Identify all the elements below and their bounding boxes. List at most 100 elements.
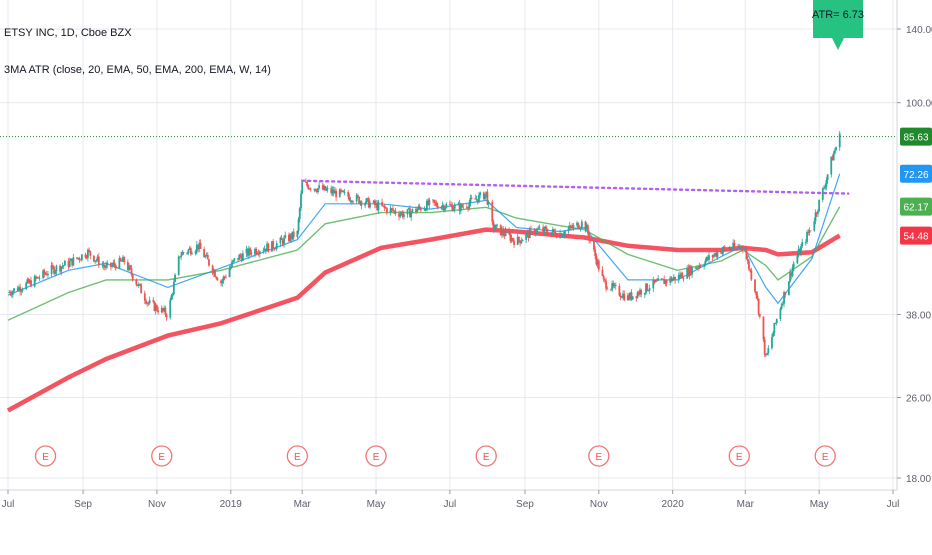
candle-body: [419, 207, 422, 211]
candle-body: [43, 270, 46, 275]
candle-body: [790, 272, 793, 276]
candle-body: [44, 273, 47, 275]
candle-body: [772, 332, 775, 337]
candle-body: [427, 200, 430, 206]
candle-body: [70, 258, 72, 262]
candle-body: [223, 276, 226, 278]
earnings-E-letter: E: [42, 452, 49, 463]
candle-body: [208, 259, 210, 266]
candle-body: [662, 278, 664, 280]
candle-body: [204, 256, 207, 258]
candle-body: [93, 255, 95, 262]
candle-body: [831, 156, 834, 161]
candle-body: [342, 190, 345, 193]
candle-body: [780, 304, 783, 309]
indicator-legend[interactable]: 3MA ATR (close, 20, EMA, 50, EMA, 200, E…: [4, 64, 271, 76]
candle-body: [112, 262, 115, 266]
candle-body: [750, 270, 753, 280]
candle-body: [755, 291, 758, 296]
candle-body: [37, 277, 40, 279]
candle-body: [274, 248, 277, 250]
candle-body: [491, 201, 494, 222]
candle-body: [188, 248, 191, 250]
candle-body: [292, 231, 295, 238]
candle-body: [434, 202, 437, 204]
candle-body: [321, 185, 324, 190]
candle-body: [163, 307, 166, 311]
candle-body: [704, 260, 707, 266]
candle-body: [128, 265, 130, 271]
candle-body: [435, 202, 438, 206]
candle-body: [453, 204, 456, 209]
candle-body: [457, 203, 460, 205]
candle-body: [137, 283, 140, 286]
candle-body: [669, 277, 672, 283]
candle-body: [157, 310, 160, 313]
candle-body: [203, 248, 206, 258]
candle-body: [762, 316, 765, 340]
candle-body: [389, 208, 392, 213]
candle-body: [343, 191, 346, 193]
candle-body: [180, 255, 183, 257]
candle-body: [233, 258, 236, 261]
candle-body: [72, 257, 75, 266]
candle-body: [376, 203, 379, 211]
candle-body: [275, 243, 278, 249]
candle-body: [9, 292, 12, 295]
candle-body: [240, 256, 243, 261]
candle-body: [588, 233, 591, 241]
symbol-title[interactable]: ETSY INC, 1D, Cboe BZX: [4, 27, 132, 39]
candle-body: [113, 262, 116, 266]
candle-body: [652, 279, 655, 289]
candle-body: [179, 256, 181, 258]
candle-body: [254, 248, 256, 255]
candle-body: [482, 192, 485, 200]
candle-body: [205, 254, 208, 257]
candle-body: [94, 260, 97, 262]
candle-body: [411, 208, 414, 213]
candle-body: [715, 253, 718, 257]
candle-body: [806, 232, 808, 242]
candle-body: [177, 256, 180, 275]
candle-body: [594, 249, 597, 257]
candle-body: [135, 279, 138, 285]
candle-body: [602, 275, 605, 280]
candle-body: [418, 206, 421, 208]
candle-body: [89, 251, 92, 256]
candle-body: [818, 199, 821, 211]
candle-body: [324, 185, 327, 191]
candle-body: [629, 292, 632, 300]
candle-body: [714, 253, 716, 256]
candle-body: [450, 204, 453, 206]
candle-body: [373, 200, 376, 206]
candle-body: [333, 190, 336, 194]
candle-body: [350, 200, 353, 203]
candle-body: [381, 202, 383, 206]
candle-body: [593, 240, 595, 250]
candle-body: [584, 221, 587, 230]
candle-body: [748, 260, 750, 270]
candle-body: [779, 308, 782, 320]
candle-body: [55, 265, 58, 272]
candle-body: [643, 292, 646, 295]
candle-body: [406, 209, 409, 215]
candle-body: [485, 191, 488, 195]
candle-body: [432, 199, 434, 201]
candle-body: [521, 239, 524, 242]
candle-body: [425, 200, 428, 211]
earnings-E-circle-icon: [34, 445, 57, 467]
candle-body: [17, 287, 20, 291]
candle-body: [544, 226, 547, 229]
candle-body: [306, 182, 308, 186]
x-tick-label: Sep: [74, 499, 92, 510]
candle-body: [538, 227, 541, 229]
candle-body: [114, 265, 117, 269]
price-label-box: [900, 127, 932, 146]
candle-body: [620, 297, 623, 298]
candle-body: [687, 268, 690, 276]
candle-body: [587, 225, 589, 234]
candle-body: [671, 278, 674, 282]
candle-body: [172, 281, 175, 294]
candle-body: [272, 241, 275, 249]
